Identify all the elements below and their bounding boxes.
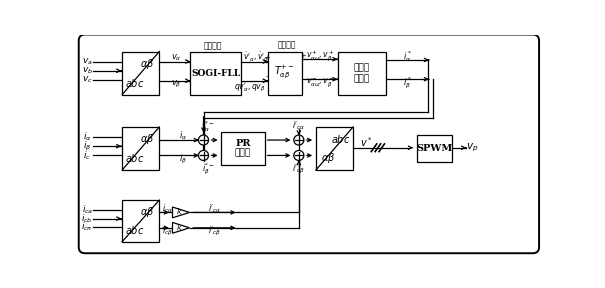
Text: $abc$: $abc$ — [331, 133, 350, 145]
Text: $v_a$: $v_a$ — [82, 56, 93, 67]
Text: k: k — [177, 224, 182, 232]
Text: $v_\beta$: $v_\beta$ — [171, 79, 181, 90]
Text: -: - — [266, 74, 268, 82]
Bar — [122, 52, 159, 95]
Text: $i_{\alpha}$: $i_{\alpha}$ — [83, 131, 91, 143]
Polygon shape — [172, 222, 189, 233]
Text: $i'_{c\alpha}$: $i'_{c\alpha}$ — [208, 202, 222, 215]
Text: $i^{*-}_\alpha$: $i^{*-}_\alpha$ — [201, 119, 215, 134]
Text: $abc$: $abc$ — [125, 224, 144, 236]
Text: $T^{+-}_{\alpha\beta}$: $T^{+-}_{\alpha\beta}$ — [275, 63, 295, 80]
Text: $\alpha\beta$: $\alpha\beta$ — [140, 132, 154, 146]
Circle shape — [294, 150, 304, 160]
Text: $\alpha\beta$: $\alpha\beta$ — [321, 151, 335, 165]
Text: $i'_{c\beta}$: $i'_{c\beta}$ — [209, 225, 222, 238]
Text: 流计算: 流计算 — [353, 74, 370, 83]
Text: PR: PR — [235, 139, 251, 148]
Polygon shape — [172, 207, 189, 218]
Text: $i_{c\beta}$: $i_{c\beta}$ — [162, 225, 172, 238]
Text: $v_b$: $v_b$ — [82, 65, 93, 76]
Text: 控制器: 控制器 — [235, 149, 251, 158]
Bar — [191, 52, 241, 95]
Text: $qv^\prime_\alpha,qv_\beta$: $qv^\prime_\alpha,qv_\beta$ — [234, 81, 266, 94]
Text: +: + — [264, 54, 270, 62]
Text: $i^*_\alpha$: $i^*_\alpha$ — [403, 49, 412, 64]
Circle shape — [294, 135, 304, 145]
Text: $v^-_{\alpha\omega},v^-_\beta$: $v^-_{\alpha\omega},v^-_\beta$ — [306, 77, 335, 89]
FancyBboxPatch shape — [79, 35, 539, 253]
Text: $i^*_\beta$: $i^*_\beta$ — [403, 75, 412, 91]
Bar — [122, 200, 159, 242]
Text: $abc$: $abc$ — [125, 77, 144, 88]
Text: $i^{*-}_\beta$: $i^{*-}_\beta$ — [201, 162, 215, 177]
Text: $i_\beta$: $i_\beta$ — [178, 153, 186, 166]
Bar — [221, 132, 265, 166]
Text: 相序提取: 相序提取 — [277, 41, 296, 49]
Text: $v_p$: $v_p$ — [466, 141, 479, 154]
Circle shape — [198, 150, 209, 160]
Text: $i_{c\pi}$: $i_{c\pi}$ — [81, 221, 93, 233]
Text: $v_c$: $v_c$ — [82, 75, 93, 85]
Text: $i_{cb}$: $i_{cb}$ — [82, 212, 93, 225]
Bar — [417, 135, 453, 162]
Text: $v^+_{\alpha\omega},v^+_\beta$: $v^+_{\alpha\omega},v^+_\beta$ — [306, 48, 335, 63]
Text: $\alpha\beta$: $\alpha\beta$ — [140, 205, 154, 219]
Text: 电网同步: 电网同步 — [203, 42, 221, 50]
Text: +: + — [301, 52, 306, 60]
Text: $i_{c\alpha}$: $i_{c\alpha}$ — [162, 202, 172, 215]
Text: SPWM: SPWM — [416, 144, 453, 153]
Text: k: k — [177, 209, 182, 216]
Circle shape — [198, 135, 209, 145]
Text: SOGI-FLL: SOGI-FLL — [191, 69, 240, 77]
Text: $i'_{c\beta}$: $i'_{c\beta}$ — [292, 163, 306, 176]
Text: $\alpha\beta$: $\alpha\beta$ — [140, 56, 154, 71]
Text: $i_{ca}$: $i_{ca}$ — [82, 204, 93, 216]
Bar — [338, 52, 385, 95]
Text: $v^*$: $v^*$ — [360, 135, 373, 149]
Bar — [316, 127, 353, 170]
Text: $i_c$: $i_c$ — [83, 149, 91, 162]
Text: $i_{\beta}$: $i_{\beta}$ — [83, 140, 91, 153]
Text: $abc$: $abc$ — [125, 152, 144, 164]
Bar — [268, 52, 302, 95]
Text: $v_\alpha$: $v_\alpha$ — [171, 52, 181, 63]
Text: $i_\alpha$: $i_\alpha$ — [178, 130, 186, 143]
Text: 参考电: 参考电 — [353, 63, 370, 72]
Bar — [122, 127, 159, 170]
Text: $\dot{v}'_\alpha,\dot{v}'_\beta$: $\dot{v}'_\alpha,\dot{v}'_\beta$ — [243, 50, 268, 64]
Text: $i'_{c\alpha}$: $i'_{c\alpha}$ — [292, 120, 306, 132]
